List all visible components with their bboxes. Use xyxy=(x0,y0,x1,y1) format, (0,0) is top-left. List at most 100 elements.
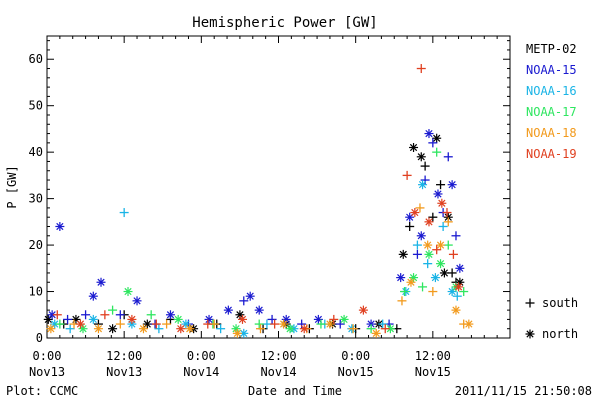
data-point xyxy=(132,296,142,306)
data-point xyxy=(410,208,420,218)
x-tick-label: 12:00 xyxy=(260,349,296,363)
x-tick-label: Nov14 xyxy=(183,365,219,379)
data-point xyxy=(262,319,272,329)
data-point xyxy=(279,319,289,329)
data-point xyxy=(81,310,91,320)
data-point xyxy=(127,314,137,324)
data-point xyxy=(428,212,438,222)
data-point xyxy=(436,180,446,190)
data-point xyxy=(123,287,133,297)
data-point xyxy=(436,259,446,269)
data-point xyxy=(52,310,62,320)
data-point xyxy=(88,314,98,324)
data-point xyxy=(424,129,434,139)
data-point xyxy=(348,324,358,334)
data-point xyxy=(115,319,125,329)
data-point xyxy=(416,152,426,162)
data-point xyxy=(406,277,416,287)
y-tick-label: 10 xyxy=(29,285,43,299)
data-point xyxy=(108,324,118,334)
data-point xyxy=(239,296,249,306)
data-point xyxy=(75,319,85,329)
data-point xyxy=(146,310,156,320)
x-tick-label: 12:00 xyxy=(415,349,451,363)
x-tick-label: Nov15 xyxy=(415,365,451,379)
plot-axes xyxy=(46,35,511,339)
plot-timestamp: 2011/11/15 21:50:08 xyxy=(455,384,592,398)
data-point xyxy=(108,305,118,315)
x-axis-label: Date and Time xyxy=(248,384,342,398)
marker-legend-label: north xyxy=(542,327,578,341)
data-point xyxy=(415,203,425,213)
data-point xyxy=(459,287,469,297)
data-point xyxy=(358,305,368,315)
data-point xyxy=(416,64,426,74)
legend-entry: NOAA-15 xyxy=(526,63,577,77)
data-point xyxy=(115,310,125,320)
data-point xyxy=(452,291,462,301)
data-point xyxy=(267,314,277,324)
data-point xyxy=(428,287,438,297)
data-point xyxy=(88,291,98,301)
y-axis-label: P [GW] xyxy=(5,165,19,208)
series-noaa-15 xyxy=(47,129,465,329)
data-point xyxy=(255,324,265,334)
star-marker xyxy=(525,329,535,339)
data-point xyxy=(96,277,106,287)
data-point xyxy=(433,189,443,199)
data-point xyxy=(418,282,428,292)
legend-entry: METP-02 xyxy=(526,42,577,56)
data-point xyxy=(162,319,172,329)
data-point xyxy=(55,319,65,329)
data-point xyxy=(412,249,422,259)
series-legend: METP-02 NOAA-15 NOAA-16 NOAA-17 NOAA-18 NOAA-… xyxy=(526,42,577,161)
data-point xyxy=(339,314,349,324)
x-tick-label: Nov13 xyxy=(29,365,65,379)
data-point xyxy=(93,324,103,334)
data-point xyxy=(297,319,307,329)
legend-entry: NOAA-18 xyxy=(526,126,577,140)
legend-entry: NOAA-19 xyxy=(526,147,577,161)
plot-source-label: Plot: CCMC xyxy=(6,384,78,398)
data-point xyxy=(443,152,453,162)
data-point xyxy=(237,314,247,324)
y-tick-label: 0 xyxy=(36,331,43,345)
data-point xyxy=(397,296,407,306)
data-point xyxy=(432,147,442,157)
data-point xyxy=(416,231,426,241)
data-point xyxy=(439,268,449,278)
y-tick-label: 30 xyxy=(29,192,43,206)
data-point xyxy=(442,208,452,218)
data-point xyxy=(65,324,75,334)
data-point xyxy=(378,319,388,329)
y-tick-labels: 0 10 20 30 40 50 60 xyxy=(29,52,43,345)
plus-marker xyxy=(525,298,535,308)
data-point xyxy=(316,319,326,329)
x-tick-label: Nov14 xyxy=(260,365,296,379)
data-point xyxy=(254,319,264,329)
data-point xyxy=(412,240,422,250)
data-point xyxy=(424,249,434,259)
data-point xyxy=(443,240,453,250)
data-point xyxy=(285,324,295,334)
data-point xyxy=(438,221,448,231)
data-point xyxy=(400,287,410,297)
data-point xyxy=(63,314,73,324)
data-point xyxy=(154,324,164,334)
data-point xyxy=(443,217,453,227)
data-point xyxy=(176,324,186,334)
data-point xyxy=(432,133,442,143)
data-point xyxy=(451,231,461,241)
data-point xyxy=(173,314,183,324)
marker-legend: south north xyxy=(525,296,578,341)
y-tick-label: 60 xyxy=(29,52,43,66)
data-point xyxy=(420,161,430,171)
data-point xyxy=(437,198,447,208)
data-point xyxy=(270,319,280,329)
data-point xyxy=(329,314,339,324)
data-point xyxy=(409,143,419,153)
data-point xyxy=(151,319,161,329)
data-point xyxy=(325,319,335,329)
data-point xyxy=(398,249,408,259)
